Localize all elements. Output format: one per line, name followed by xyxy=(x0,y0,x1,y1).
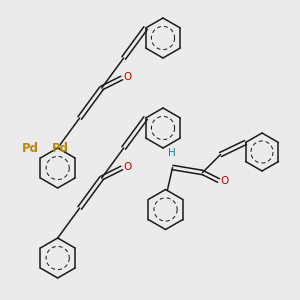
Text: O: O xyxy=(220,176,229,187)
Text: Pd: Pd xyxy=(22,142,39,154)
Text: H: H xyxy=(168,148,176,158)
Text: O: O xyxy=(124,72,132,82)
Text: O: O xyxy=(124,162,132,172)
Text: Pd: Pd xyxy=(52,142,69,154)
